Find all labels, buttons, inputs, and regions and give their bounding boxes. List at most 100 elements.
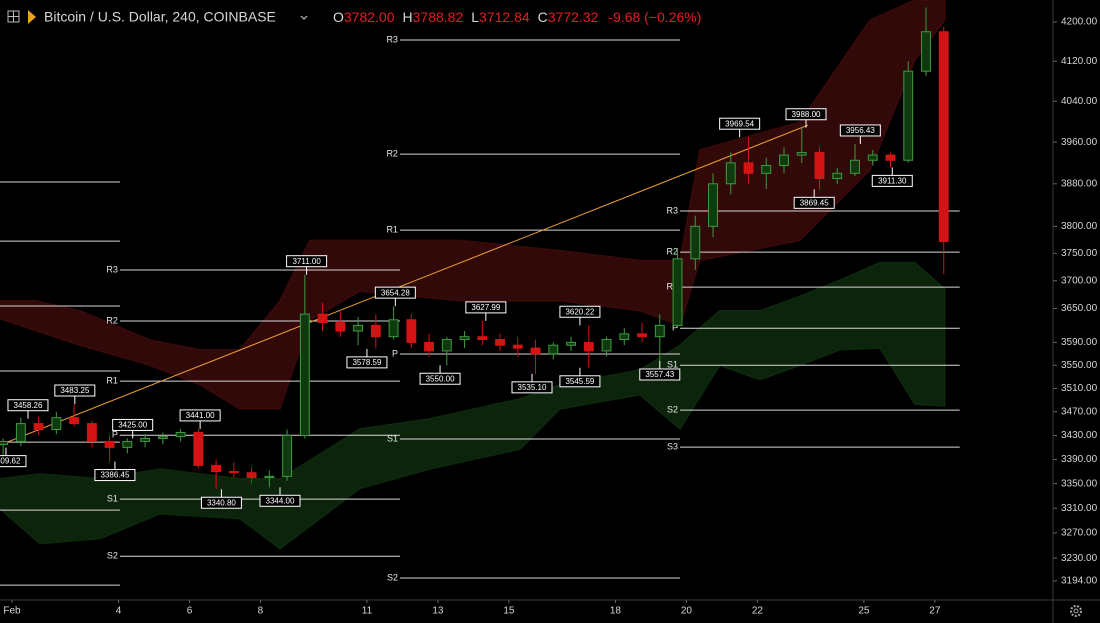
annotation-box xyxy=(719,117,761,130)
candle-body xyxy=(353,324,364,332)
pivot-label: S1 xyxy=(667,360,678,370)
annotation-label: 3988.00 xyxy=(792,110,821,119)
candle-body xyxy=(140,437,151,442)
pivot-label: S2 xyxy=(667,404,678,414)
price-annotation: 3654.28 xyxy=(374,286,416,307)
settings-icon[interactable] xyxy=(1070,605,1082,617)
price-annotation: 3340.80 xyxy=(200,489,242,509)
price-annotation: 3956.43 xyxy=(839,124,881,144)
annotation-box xyxy=(0,455,27,468)
candle-body xyxy=(761,164,772,174)
annotation-box xyxy=(559,375,601,388)
pivot-label: P xyxy=(392,348,398,358)
annotation-box xyxy=(793,196,835,209)
candle-body xyxy=(779,154,789,166)
x-tick-label: 18 xyxy=(610,606,622,617)
candle-body xyxy=(921,31,931,72)
x-tick-label: 22 xyxy=(752,606,764,617)
price-annotation: 3483.25 xyxy=(54,384,96,405)
price-annotation: 3409.62 xyxy=(0,447,27,468)
annotation-box xyxy=(559,305,601,318)
candle-body xyxy=(495,339,505,346)
x-tick-label: 11 xyxy=(362,606,373,617)
plot-area: R3 R2 R1 P S1 S2 R3 R2 R1 P S1 S2 R3 R2 R1 P S1 S2 S3 3409.… xyxy=(0,0,960,586)
candle-body xyxy=(619,333,630,341)
dropdown-chevron[interactable] xyxy=(300,15,308,20)
ohlc-value: 3712.84 xyxy=(479,9,530,25)
annotation-label: 3869.45 xyxy=(800,198,829,207)
annotation-box xyxy=(259,494,301,507)
candle-body xyxy=(33,423,44,431)
y-tick-label: 3194.00 xyxy=(1061,576,1098,587)
cloud-band xyxy=(0,261,946,550)
price-annotation: 3557.43 xyxy=(639,360,681,381)
annotation-label: 3550.00 xyxy=(426,374,455,383)
annotation-label: 3441.00 xyxy=(186,411,215,420)
pivot-label: R1 xyxy=(106,375,118,385)
candle-body xyxy=(104,440,115,448)
annotation-label: 3557.43 xyxy=(645,370,674,379)
x-tick-label: Feb xyxy=(3,606,21,617)
y-tick-label: 3230.00 xyxy=(1061,553,1098,564)
ohlc-key: C xyxy=(538,9,548,25)
annotation-label: 3545.59 xyxy=(565,377,594,386)
candle-body xyxy=(637,333,647,338)
candle-body xyxy=(530,347,541,355)
candle-body xyxy=(86,423,97,442)
symbol-title[interactable]: Bitcoin / U.S. Dollar, 240, COINBASE xyxy=(44,9,276,25)
pivot-label: S2 xyxy=(387,572,398,582)
candle-body xyxy=(512,344,523,349)
annotation-label: 3340.80 xyxy=(207,498,236,507)
candle-body xyxy=(370,324,381,338)
candle-body xyxy=(388,319,399,338)
annotation-label: 3386.45 xyxy=(100,471,129,480)
ohlc-readout: O3782.00 H3788.82 L3712.84 C3772.32 -9.68 (−… xyxy=(333,9,701,25)
candle-body xyxy=(424,341,435,352)
annotation-label: 3425.00 xyxy=(118,421,147,430)
y-tick-label: 3750.00 xyxy=(1061,248,1098,259)
candle-body xyxy=(69,417,80,425)
annotation-label: 3627.99 xyxy=(471,303,500,312)
candle-body xyxy=(477,336,488,341)
price-annotation: 3620.22 xyxy=(559,305,601,326)
candle-body xyxy=(406,319,417,343)
candle-body xyxy=(654,324,665,338)
y-tick-label: 3350.00 xyxy=(1061,478,1098,489)
annotation-label: 3578.59 xyxy=(352,358,381,367)
price-annotation: 3988.00 xyxy=(785,108,827,128)
price-annotation: 3386.45 xyxy=(94,461,136,482)
candle-body xyxy=(708,183,718,227)
gear[interactable] xyxy=(1070,605,1082,617)
candle-body xyxy=(264,475,275,479)
pivot-label: R3 xyxy=(386,34,398,44)
pivot-label: R1 xyxy=(386,225,398,235)
y-tick-label: 4040.00 xyxy=(1061,96,1098,107)
annotation-box xyxy=(374,286,416,299)
price-annotation: 3911.30 xyxy=(871,167,913,187)
candle-body xyxy=(15,423,26,442)
ohlc-key: H xyxy=(403,9,413,25)
price-annotation: 3545.59 xyxy=(559,367,601,388)
y-tick-label: 3510.00 xyxy=(1061,383,1098,394)
price-annotation: 3458.26 xyxy=(7,399,49,419)
pivot-label: S1 xyxy=(107,493,118,503)
pivot-label: R2 xyxy=(386,148,398,158)
candle-body xyxy=(743,162,754,174)
y-tick-label: 3470.00 xyxy=(1061,406,1098,417)
price-annotation: 3627.99 xyxy=(465,301,507,321)
ohlc-value: 3782.00 xyxy=(344,9,395,25)
x-tick-label: 25 xyxy=(858,606,870,617)
annotation-box xyxy=(871,174,913,187)
annotation-label: 3711.00 xyxy=(292,257,321,266)
candle-body xyxy=(867,154,878,161)
annotation-label: 3535.10 xyxy=(518,383,547,392)
candle-body xyxy=(796,151,807,156)
ohlc-change: -9.68 (−0.26%) xyxy=(608,9,701,25)
y-tick-label: 3270.00 xyxy=(1061,528,1098,539)
annotation-box xyxy=(346,356,388,369)
annotation-label: 3969.54 xyxy=(725,119,754,128)
pivot-label: R3 xyxy=(666,205,678,215)
pivot-label: P xyxy=(672,323,678,333)
symbol-flag xyxy=(28,10,36,24)
